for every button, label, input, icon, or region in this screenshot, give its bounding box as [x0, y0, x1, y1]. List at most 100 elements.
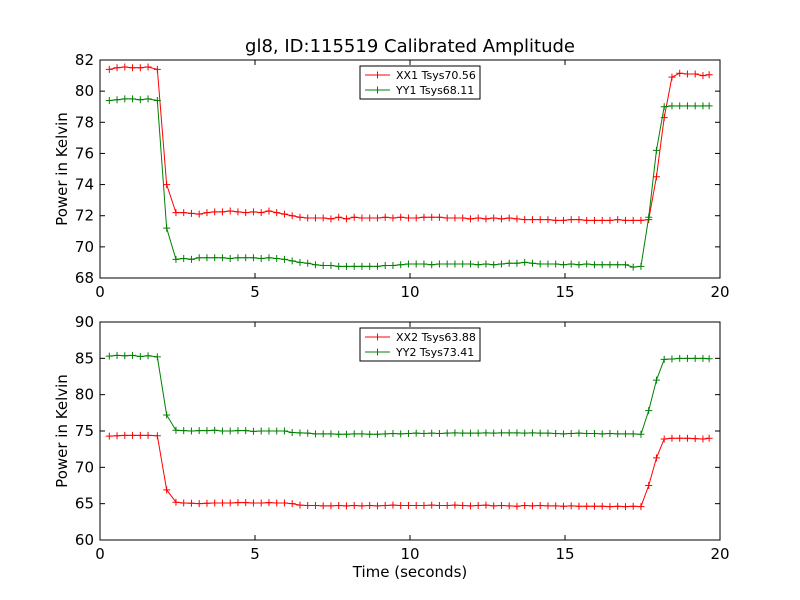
data-point — [342, 430, 350, 438]
data-point — [187, 427, 195, 435]
data-point — [249, 208, 257, 216]
data-point — [273, 427, 281, 435]
data-point — [482, 429, 490, 437]
data-point — [342, 215, 350, 223]
data-point — [311, 430, 319, 438]
data-point — [195, 254, 203, 262]
data-point — [513, 502, 521, 510]
data-point — [105, 352, 113, 360]
data-point — [335, 262, 343, 270]
x-tick-label: 10 — [400, 283, 419, 301]
data-point — [397, 430, 405, 438]
data-point — [412, 429, 420, 437]
data-point — [234, 254, 242, 262]
data-point — [273, 499, 281, 507]
data-point — [528, 259, 536, 267]
data-point — [335, 501, 343, 509]
y-tick-label: 90 — [75, 313, 94, 331]
data-point — [136, 96, 144, 104]
data-point — [606, 261, 614, 269]
data-point — [373, 430, 381, 438]
data-point — [187, 499, 195, 507]
x-tick-label: 20 — [710, 283, 729, 301]
data-point — [598, 502, 606, 510]
data-point — [172, 426, 180, 434]
data-point — [412, 501, 420, 509]
data-point — [211, 426, 219, 434]
data-point — [105, 432, 113, 440]
data-point — [474, 261, 482, 269]
data-point — [381, 430, 389, 438]
data-point — [676, 102, 684, 110]
data-point — [257, 209, 265, 217]
data-point — [234, 208, 242, 216]
data-point — [113, 96, 121, 104]
data-point — [575, 216, 583, 224]
data-point — [459, 429, 467, 437]
data-point — [606, 430, 614, 438]
data-point — [113, 64, 121, 72]
data-point — [590, 261, 598, 269]
data-point — [195, 210, 203, 218]
data-point — [129, 431, 137, 439]
data-point — [705, 102, 713, 110]
data-point — [583, 260, 591, 268]
data-point — [621, 216, 629, 224]
data-point — [668, 73, 676, 81]
data-point — [327, 262, 335, 270]
data-point — [335, 430, 343, 438]
data-point — [443, 429, 451, 437]
data-point — [257, 255, 265, 263]
x-tick-label: 5 — [250, 545, 260, 563]
data-point — [242, 254, 250, 262]
data-point — [420, 260, 428, 268]
data-point — [342, 262, 350, 270]
data-point — [575, 261, 583, 269]
data-point — [428, 429, 436, 437]
data-point — [443, 260, 451, 268]
data-point — [683, 102, 691, 110]
data-point — [144, 95, 152, 103]
data-point — [296, 429, 304, 437]
data-point — [683, 354, 691, 362]
data-point — [265, 207, 273, 215]
data-point — [629, 430, 637, 438]
data-point — [645, 407, 653, 415]
data-point — [505, 259, 513, 267]
data-point — [621, 503, 629, 511]
data-point — [144, 431, 152, 439]
data-point — [614, 502, 622, 510]
x-tick-label: 0 — [95, 545, 105, 563]
data-point — [590, 502, 598, 510]
data-point — [637, 216, 645, 224]
data-point — [163, 224, 171, 232]
data-point — [474, 429, 482, 437]
data-point — [381, 262, 389, 270]
data-point — [521, 216, 529, 224]
data-point — [129, 95, 137, 103]
data-point — [211, 254, 219, 262]
legend-label: XX2 Tsys63.88 — [396, 331, 476, 344]
x-tick-label: 0 — [95, 283, 105, 301]
data-point — [389, 501, 397, 509]
data-point — [490, 214, 498, 222]
data-point — [606, 216, 614, 224]
y-tick-label: 82 — [75, 51, 94, 69]
legend: XX1 Tsys70.56 YY1 Tsys68.11 — [359, 65, 481, 100]
data-point — [652, 454, 660, 462]
data-point — [366, 501, 374, 509]
data-point — [172, 498, 180, 506]
data-point — [319, 214, 327, 222]
data-point — [389, 262, 397, 270]
data-point — [637, 262, 645, 270]
data-point — [490, 429, 498, 437]
legend-label: YY1 Tsys68.11 — [395, 84, 474, 97]
data-point — [311, 214, 319, 222]
data-point — [691, 102, 699, 110]
data-point — [474, 501, 482, 509]
data-point — [296, 213, 304, 221]
data-point — [404, 430, 412, 438]
data-point — [590, 430, 598, 438]
data-point — [459, 260, 467, 268]
data-point — [435, 501, 443, 509]
